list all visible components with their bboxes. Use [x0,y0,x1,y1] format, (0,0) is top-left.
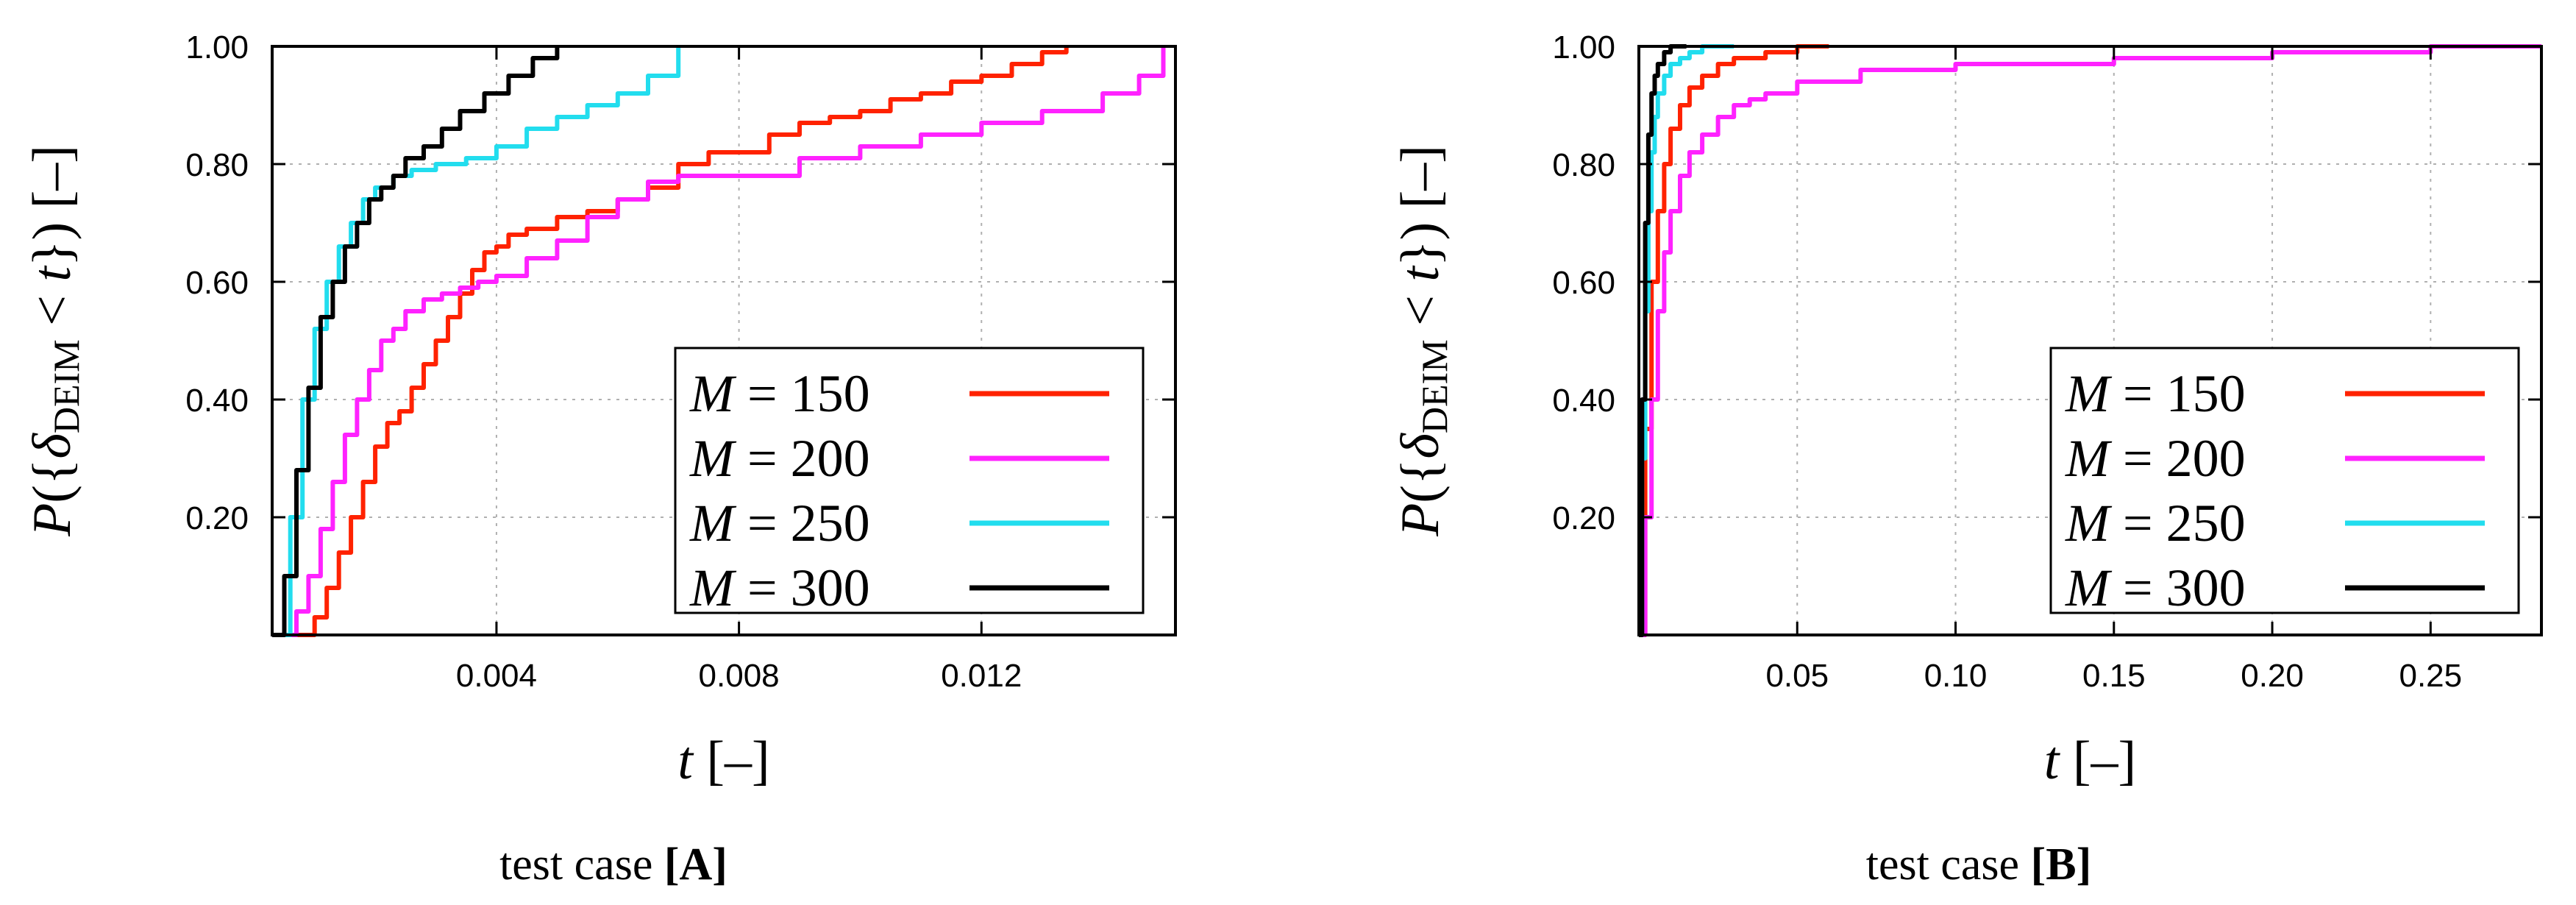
chart-panel-a: 0.004 0.008 0.012 0.20 0.40 0.60 0.80 1.00 t [–]… [22,29,1177,890]
series-line-m=200 [284,46,1166,637]
y-tick-label: 1.00 [185,29,249,65]
legend-entry-label: M = 150 [689,364,870,423]
panel-caption: test case [B] [1866,840,2091,890]
y-tick-label: 0.80 [185,147,249,183]
series-line-m=150 [1639,44,1829,637]
series-line-m=200 [1639,44,2541,637]
legend-entry-label: M = 300 [2065,558,2246,617]
y-tick-label: 0.60 [185,265,249,301]
series-line-m=150 [296,46,1069,637]
legend-entry-label: M = 250 [689,494,870,553]
y-axis-label: P({δDEIM < t}) [–] [22,145,87,537]
y-tick-label: 0.40 [185,383,249,419]
legend-entry-label: M = 150 [2065,364,2246,423]
series-line-m=250 [278,46,681,637]
y-tick-label: 1.00 [1552,29,1615,65]
chart-panel-b: 0.05 0.10 0.15 0.20 0.25 0.20 0.40 0.60 0.80 1.00… [1390,29,2543,890]
y-axis-label: P({δDEIM < t}) [–] [1390,145,1455,537]
x-tick-label: 0.05 [1765,658,1829,694]
y-tick-label: 0.80 [1552,147,1615,183]
x-tick-label: 0.20 [2241,658,2304,694]
x-axis-label: t [–] [2044,731,2136,791]
legend-entry-label: M = 300 [689,558,870,617]
plot-frame [271,45,1177,636]
x-tick-label: 0.008 [699,658,780,694]
legend-entry-label: M = 200 [689,429,870,488]
x-tick-label: 0.004 [456,658,537,694]
x-tick-label: 0.25 [2399,658,2462,694]
panel-caption: test case [A] [499,840,727,890]
legend-entry-label: M = 250 [2065,494,2246,553]
x-tick-label: 0.15 [2082,658,2146,694]
series-line-m=300 [272,46,560,637]
y-tick-label: 0.40 [1552,383,1615,419]
y-tick-label: 0.60 [1552,265,1615,301]
legend-entry-label: M = 200 [2065,429,2246,488]
x-axis-label: t [–] [677,731,769,791]
x-tick-label: 0.10 [1924,658,1988,694]
plot-frame [1637,45,2543,636]
y-tick-label: 0.20 [1552,500,1615,536]
x-tick-label: 0.012 [941,658,1022,694]
y-tick-label: 0.20 [185,500,249,536]
